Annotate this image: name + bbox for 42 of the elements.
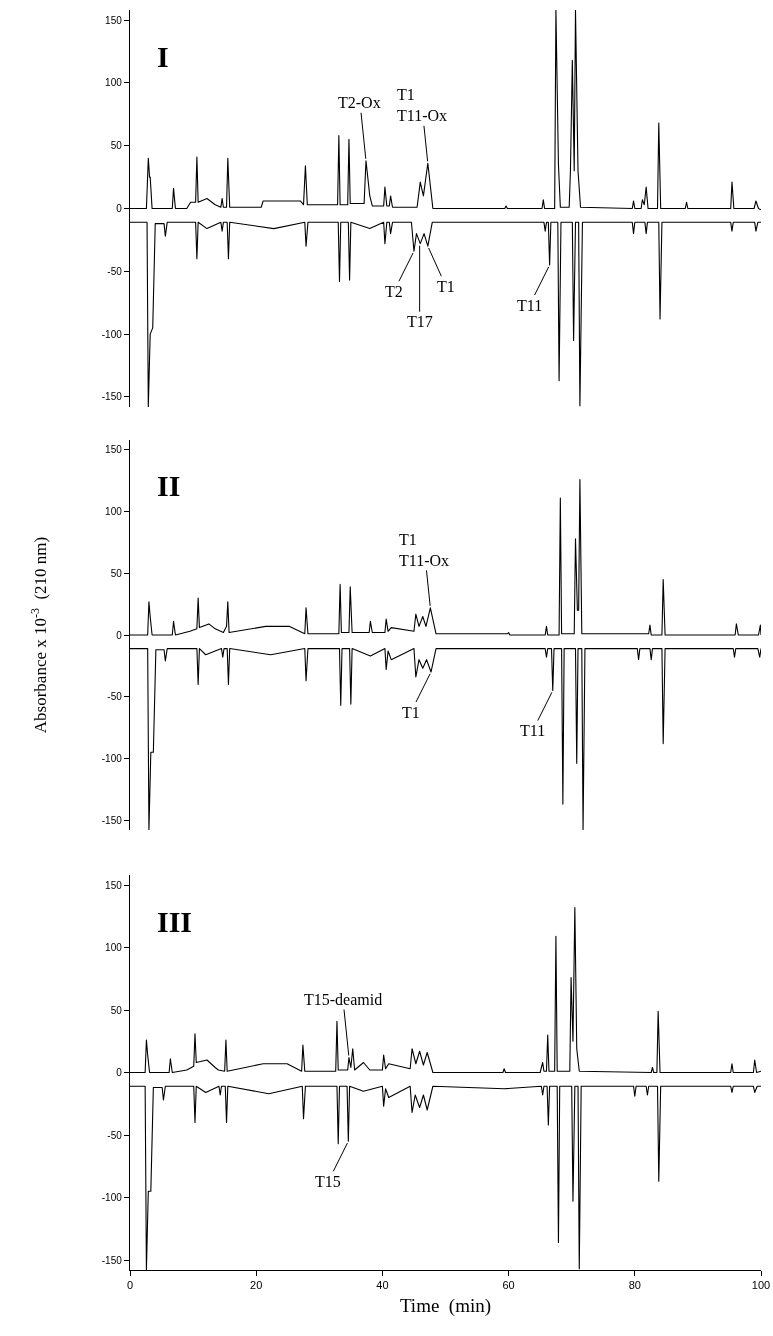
annotation: T2 [385,283,403,300]
annotation: I [157,40,169,73]
y-tick-label: -150 [101,391,123,403]
annotation: II [157,469,181,502]
x-axis-title: Time (min) [399,1295,492,1318]
x-tick-label: 100 [751,1279,771,1292]
y-tick-label: 100 [105,506,123,518]
y-tick-label: 0 [116,629,123,641]
y-tick-label: -50 [107,1129,123,1141]
annotation: T1 [402,704,420,721]
y-tick-label: -150 [101,1254,123,1266]
annotation: T17 [407,313,433,330]
annotation: T11 [517,297,543,314]
annotation: III [157,905,193,938]
y-tick-label: 150 [105,444,123,456]
annotation: T2-Ox [338,94,381,111]
y-tick-label: 150 [105,879,123,891]
x-tick-label: 60 [502,1279,515,1292]
x-tick-label: 80 [628,1279,641,1292]
annotation: T1 [437,278,455,295]
y-tick-label: 0 [116,203,123,214]
y-tick-label: -100 [101,328,123,340]
y-tick-label: -150 [101,814,123,826]
x-tick-label: 40 [376,1279,389,1292]
y-tick-label: -50 [107,691,123,703]
annotation: T1 T11-Ox [397,86,448,124]
annotation: T15 [315,1173,341,1190]
y-tick-label: 100 [105,942,123,953]
y-tick-label: 100 [105,77,123,89]
y-tick-label: -50 [107,265,123,277]
x-tick-label: 0 [126,1279,134,1292]
y-tick-label: 50 [110,567,123,579]
annotation: T11 [520,722,546,739]
annotation: T1 T11-Ox [399,531,450,569]
y-tick-label: 0 [116,1067,123,1078]
y-tick-label: 50 [110,1004,123,1016]
y-tick-label: 50 [110,140,123,152]
annotation: T15-deamid [304,991,383,1008]
y-tick-label: 150 [105,14,123,26]
y-tick-label: -100 [101,1192,123,1203]
x-tick-label: 20 [250,1279,263,1292]
y-tick-label: -100 [101,752,123,764]
